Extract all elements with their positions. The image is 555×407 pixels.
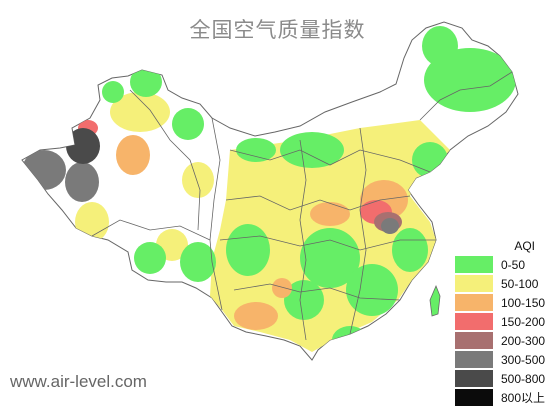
aqi-zone-severe-west (66, 128, 100, 164)
legend-item: 800以上 (455, 388, 553, 407)
legend-swatch (455, 389, 493, 406)
aqi-zone-moderate-west (182, 162, 214, 198)
legend-swatch (455, 351, 493, 368)
aqi-zone-good-north-1 (130, 67, 162, 97)
legend-label: 200-300 (501, 333, 546, 348)
legend-item: 200-300 (455, 331, 553, 350)
aqi-zone-sensitive-central (310, 202, 350, 226)
aqi-zone-good-southwest-1 (134, 242, 166, 274)
aqi-zone-good-northeast-2 (422, 26, 458, 66)
source-url: www.air-level.com (10, 372, 147, 391)
legend-title: AQI (514, 239, 535, 253)
legend-swatch (455, 332, 493, 349)
legend-swatch (455, 294, 493, 311)
aqi-zone-good-hainan (332, 326, 368, 354)
aqi-zone-good-north-central (280, 132, 344, 168)
legend-item: 500-800 (455, 369, 553, 388)
legend-item: 0-50 (455, 255, 553, 274)
legend-swatch (455, 275, 493, 292)
aqi-zone-good-north-2 (102, 81, 124, 103)
map-title: 全国空气质量指数 (189, 18, 366, 42)
aqi-zone-sensitive-yunnan (234, 302, 278, 330)
legend-swatch (455, 370, 493, 387)
legend-label: 800以上 (501, 391, 546, 405)
aqi-zone-good-coast (412, 142, 448, 178)
aqi-zone-sensitive-south (272, 278, 292, 298)
aqi-overlay (22, 26, 516, 354)
aqi-zone-good-north-central-2 (236, 138, 276, 162)
aqi-zone-good-south (346, 264, 398, 316)
aqi-zone-good-southwest-2 (180, 242, 216, 282)
aqi-zone-good-sichuan (226, 224, 270, 276)
taiwan-region (429, 284, 441, 317)
aqi-zone-sensitive-xinjiang (116, 135, 150, 175)
aqi-zone-hazardous-east (381, 218, 399, 234)
legend-label: 50-100 (501, 276, 539, 291)
aqi-zone-moderate-northwest (110, 92, 170, 132)
province-borders (91, 71, 513, 341)
legend-label: 150-200 (501, 314, 546, 329)
legend-item: 50-100 (455, 274, 553, 293)
aqi-zone-hazardous-west-2 (65, 162, 99, 202)
aqi-zone-good-north-3 (172, 108, 204, 140)
legend-item: 100-150 (455, 293, 553, 312)
legend-item: 150-200 (455, 312, 553, 331)
legend-item: 300-500 (455, 350, 553, 369)
aqi-legend: AQI 0-50 50-100 100-150 150-200 200-300 … (455, 238, 553, 407)
aqi-zone-good-southeast (392, 228, 428, 272)
legend-swatch (455, 256, 493, 273)
legend-label: 0-50 (501, 257, 526, 272)
legend-label: 300-500 (501, 352, 546, 367)
legend-label: 100-150 (501, 295, 546, 310)
legend-label: 500-800 (501, 371, 546, 386)
legend-swatch (455, 313, 493, 330)
